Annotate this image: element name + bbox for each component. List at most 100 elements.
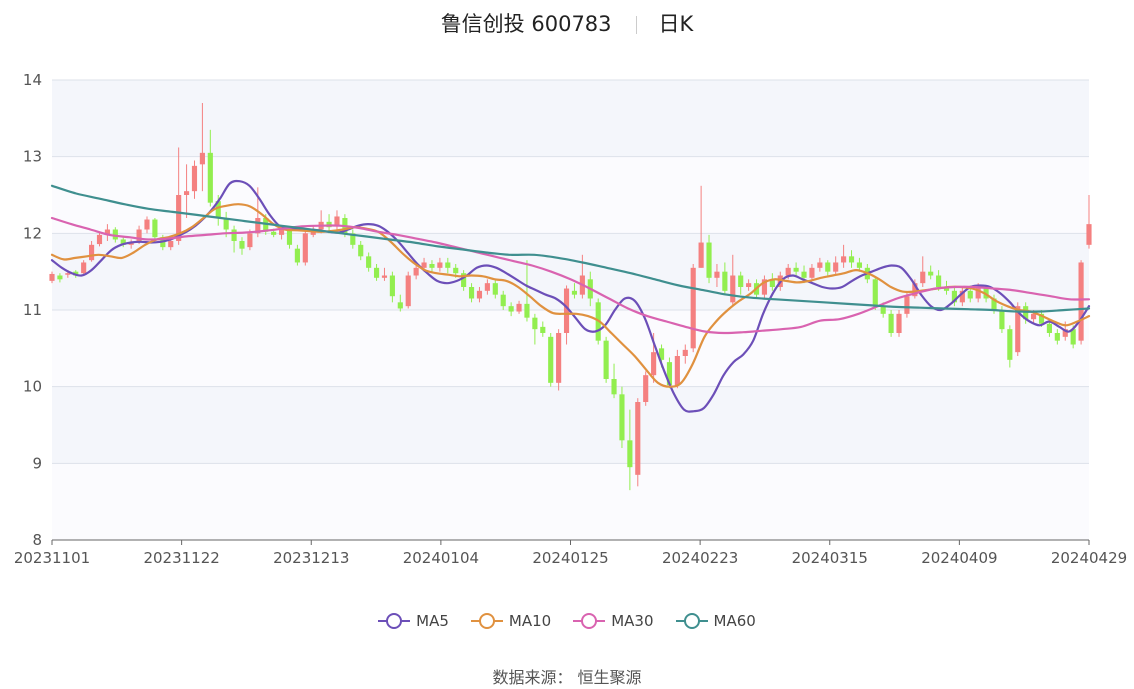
candle bbox=[793, 262, 799, 276]
candle bbox=[928, 265, 934, 280]
candle bbox=[603, 336, 609, 383]
candle bbox=[896, 310, 902, 337]
candle bbox=[104, 224, 110, 241]
candle-body bbox=[476, 290, 483, 299]
candle bbox=[1078, 260, 1084, 345]
candle-body bbox=[49, 273, 55, 281]
candle-body bbox=[801, 271, 807, 278]
candle bbox=[571, 283, 578, 299]
candle bbox=[635, 398, 641, 487]
background-band bbox=[52, 80, 1089, 157]
candle bbox=[81, 260, 87, 275]
candle-body bbox=[1086, 224, 1092, 245]
legend-label: MA10 bbox=[508, 612, 552, 630]
candle bbox=[912, 279, 918, 299]
candle-body bbox=[975, 287, 981, 299]
legend-swatch bbox=[573, 613, 606, 629]
candle bbox=[1086, 195, 1092, 249]
legend-item-ma5[interactable]: MA5 bbox=[378, 612, 449, 630]
candle bbox=[714, 264, 720, 287]
candle bbox=[437, 257, 443, 272]
candle bbox=[738, 271, 744, 295]
candle bbox=[373, 264, 380, 281]
candle bbox=[548, 333, 554, 387]
candle-body bbox=[563, 288, 570, 333]
background-band bbox=[52, 156, 1089, 234]
x-tick-label: 20231213 bbox=[273, 549, 349, 567]
candle-body bbox=[1046, 323, 1052, 333]
candle-body bbox=[635, 402, 641, 475]
candle bbox=[350, 229, 356, 249]
candle bbox=[920, 256, 926, 287]
candle-body bbox=[627, 440, 633, 468]
candle bbox=[809, 264, 815, 280]
candle-body bbox=[983, 287, 989, 299]
candle bbox=[389, 271, 395, 303]
candle bbox=[302, 229, 308, 266]
candle-body bbox=[1078, 262, 1084, 341]
candle bbox=[540, 321, 546, 337]
candle-body bbox=[492, 283, 498, 295]
candle-body bbox=[848, 256, 855, 263]
candle-body bbox=[168, 241, 174, 248]
candle-body bbox=[714, 271, 720, 278]
background-band bbox=[52, 233, 1089, 310]
candle-body bbox=[1070, 329, 1076, 345]
candle-body bbox=[334, 216, 340, 226]
candle-body bbox=[674, 356, 680, 386]
candle-body bbox=[302, 233, 308, 263]
candle-body bbox=[643, 375, 649, 402]
candle-body bbox=[484, 283, 490, 291]
candle bbox=[1046, 321, 1052, 337]
period-label: 日K bbox=[658, 12, 694, 36]
candle-body bbox=[89, 244, 95, 261]
candle-body bbox=[223, 218, 229, 230]
candle-body bbox=[516, 303, 522, 312]
candle-body bbox=[96, 234, 103, 245]
candle bbox=[524, 260, 530, 322]
candle-body bbox=[271, 231, 277, 235]
legend-label: MA5 bbox=[416, 612, 449, 630]
candle-body bbox=[1054, 333, 1060, 341]
candle-body bbox=[880, 306, 886, 314]
candle-body bbox=[809, 267, 815, 278]
legend-marker bbox=[683, 613, 700, 629]
y-tick-label: 14 bbox=[23, 71, 42, 89]
legend-item-ma60[interactable]: MA60 bbox=[675, 612, 756, 630]
candle bbox=[176, 147, 182, 245]
legend-swatch bbox=[675, 613, 708, 629]
candle bbox=[191, 160, 198, 199]
legend-item-ma10[interactable]: MA10 bbox=[470, 612, 552, 630]
candle-body bbox=[1038, 313, 1045, 324]
candle-body bbox=[619, 394, 625, 441]
candle bbox=[643, 371, 649, 406]
x-axis: 20231101 20231122 20231213 20240104 20240125… bbox=[14, 539, 1127, 567]
candle bbox=[841, 244, 847, 268]
candle-body bbox=[746, 283, 752, 287]
candle bbox=[698, 185, 704, 268]
candle-body bbox=[1062, 329, 1068, 337]
candle-body bbox=[81, 262, 87, 274]
x-tick-label: 20240125 bbox=[532, 549, 608, 567]
legend-swatch bbox=[378, 613, 411, 629]
candle bbox=[761, 275, 768, 299]
candle bbox=[57, 273, 63, 283]
series-line-ma5 bbox=[50, 179, 1091, 413]
candle bbox=[294, 244, 300, 266]
candle-body bbox=[350, 233, 356, 245]
candle-body bbox=[57, 275, 63, 280]
candle-body bbox=[183, 191, 190, 195]
candle bbox=[461, 270, 467, 291]
candles-layer bbox=[49, 103, 1092, 491]
x-tick-label: 20240429 bbox=[1051, 549, 1127, 567]
x-tick-label: 20231122 bbox=[143, 549, 219, 567]
candle bbox=[199, 103, 205, 192]
candle bbox=[96, 231, 103, 247]
candle bbox=[89, 241, 95, 262]
candle bbox=[619, 386, 625, 448]
candle bbox=[484, 279, 490, 295]
legend-item-ma30[interactable]: MA30 bbox=[573, 612, 654, 630]
candle-body bbox=[738, 275, 744, 287]
candle-body bbox=[397, 302, 403, 309]
candle-body bbox=[611, 379, 617, 395]
